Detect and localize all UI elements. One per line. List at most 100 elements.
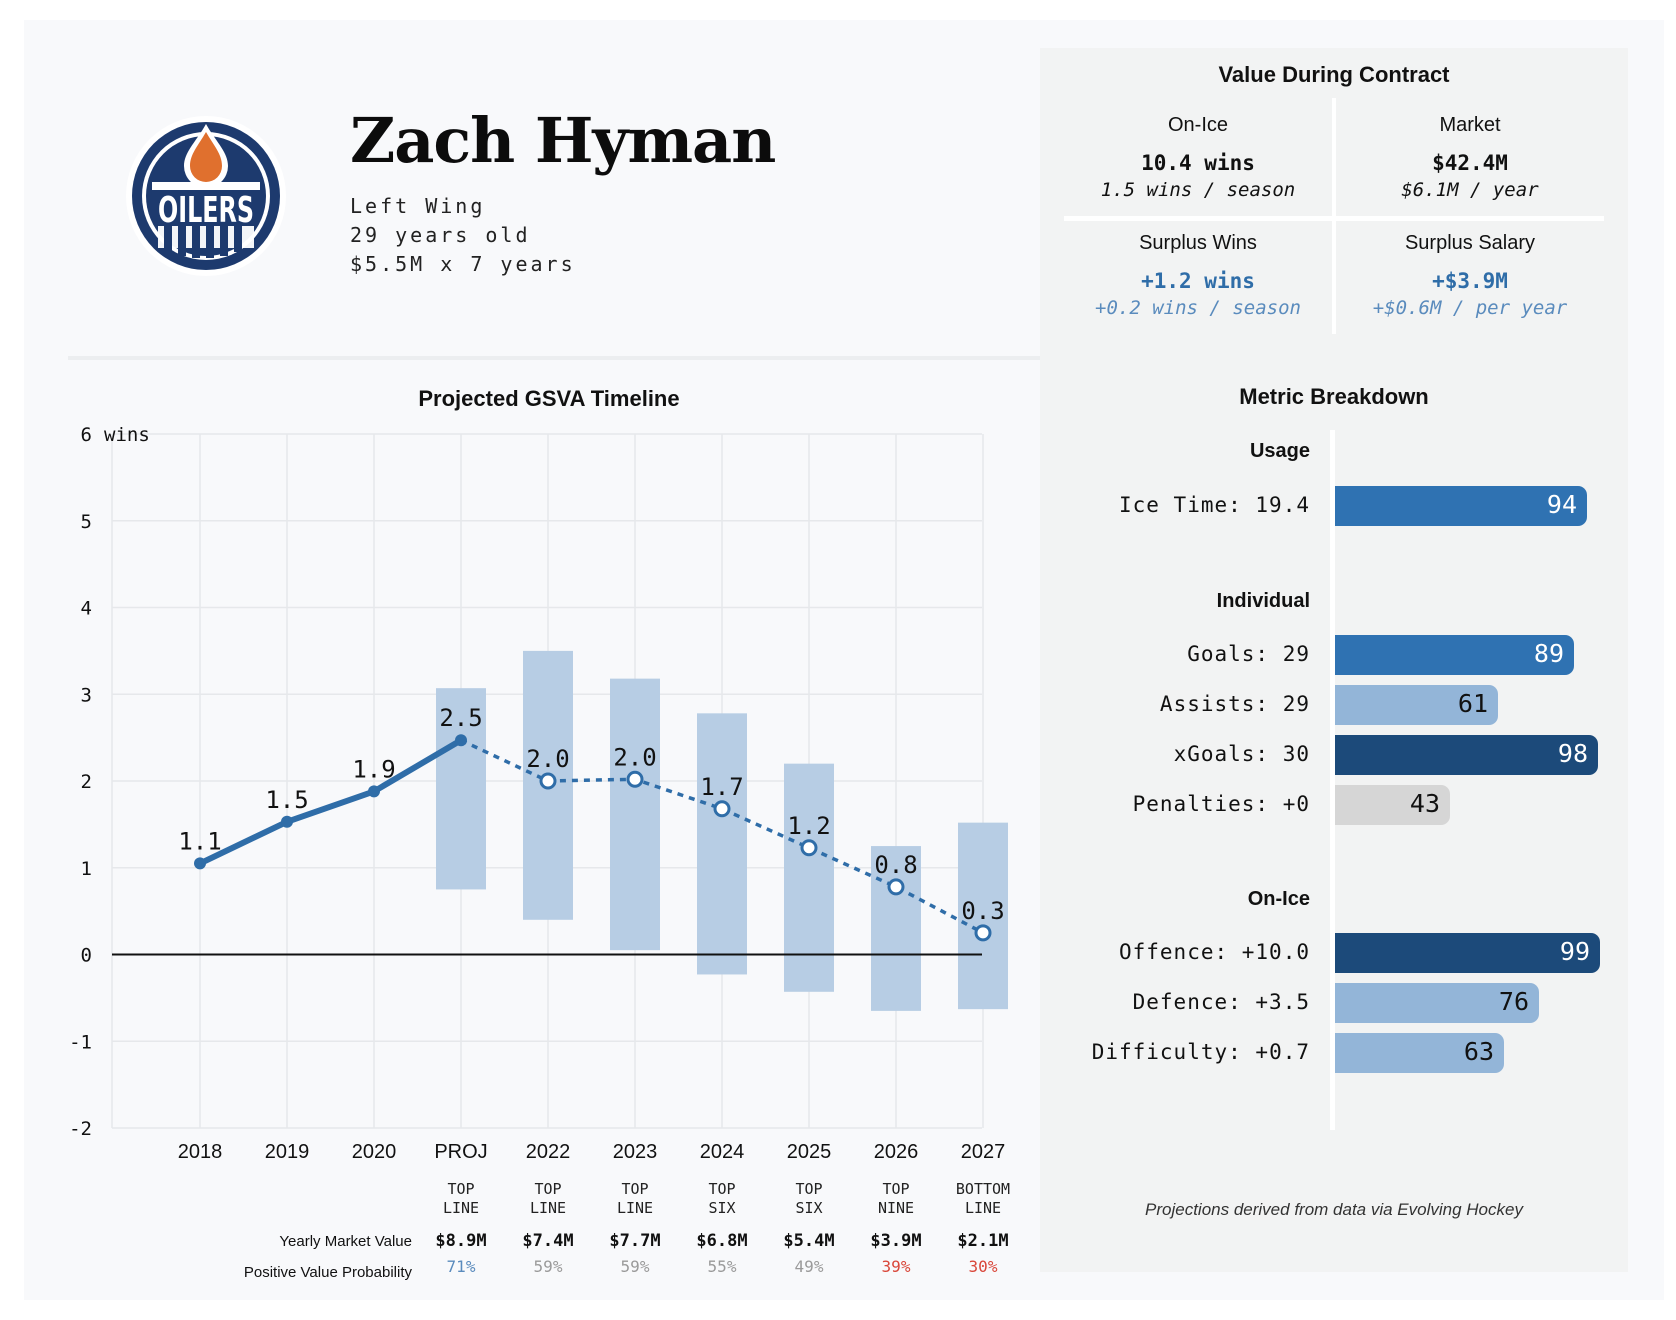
market-value: $3.9M [870,1231,921,1251]
metrics-axis-line [1330,430,1335,1130]
market-value: $5.4M [783,1231,834,1251]
metric-label: Assists: 29 [1159,692,1310,716]
y-tick-label: 2 [81,771,92,793]
metric-value: 43 [1409,789,1440,818]
contract-value-title: Value During Contract [1218,62,1450,87]
market-value-label: Yearly Market Value [279,1233,412,1250]
role-label-top: TOP [795,1180,822,1198]
projected-point [539,772,557,790]
role-label-bottom: LINE [965,1199,1001,1217]
surplus-wins-main: +1.2 wins [1141,269,1255,293]
x-tick-label: 2019 [265,1141,310,1163]
market-value: $8.9M [435,1231,486,1251]
market-value: $7.4M [522,1231,573,1251]
market-value: $6.8M [696,1231,747,1251]
x-tick-label: 2026 [874,1141,919,1163]
metric-bar [1335,933,1600,973]
data-label: 2.5 [439,704,482,732]
x-tick-label: 2022 [526,1141,571,1163]
role-label-top: TOP [882,1180,909,1198]
role-label-bottom: LINE [617,1199,653,1217]
metric-label: Ice Time: 19.4 [1118,493,1310,517]
metric-label: Goals: 29 [1187,642,1310,666]
on-ice-title: On-Ice [1167,114,1229,136]
projection-range-bar [958,822,1008,1010]
data-label: 0.8 [874,851,917,879]
data-label: 1.7 [700,773,743,801]
metric-group-title: Individual [1216,590,1310,612]
metric-value: 61 [1457,689,1488,718]
probability-value: 71% [447,1257,476,1276]
data-label: 1.9 [352,755,395,783]
historical-point [455,734,467,747]
projected-point [626,770,644,788]
metric-group-title: Usage [1249,440,1310,462]
x-tick-label: 2024 [700,1141,745,1163]
y-tick-label: 6 [81,424,92,446]
chart-title: Projected GSVA Timeline [418,386,680,411]
data-label: 1.2 [787,812,830,840]
probability-value: 55% [708,1257,737,1276]
contract-horizontal-divider [1064,216,1604,221]
projected-point [713,800,731,818]
metric-value: 94 [1546,490,1577,519]
metric-bar [1335,785,1450,825]
projection-range-bar [610,678,660,951]
y-tick-label: -2 [69,1118,92,1140]
player-age: 29 years old [350,223,531,247]
metric-group-title: On-Ice [1247,888,1310,910]
metric-label: Penalties: +0 [1132,792,1310,816]
y-tick-label: 4 [81,598,92,620]
data-label: 2.0 [526,745,569,773]
x-tick-label: 2025 [787,1141,832,1163]
projection-range-bar [784,763,834,992]
role-label-top: BOTTOM [956,1180,1010,1198]
historical-point [368,785,380,798]
metrics-title: Metric Breakdown [1239,384,1429,409]
header-divider [68,356,1040,360]
role-label-top: TOP [534,1180,561,1198]
metric-bar [1335,685,1498,725]
x-tick-label: PROJ [434,1141,487,1163]
historical-line [198,737,463,867]
y-tick-label: 1 [81,858,92,880]
surplus-wins-title: Surplus Wins [1139,232,1257,254]
role-label-top: TOP [447,1180,474,1198]
on-ice-sub: 1.5 wins / season [1100,179,1296,201]
x-tick-label: 2020 [352,1141,397,1163]
metric-bar [1335,1033,1504,1073]
probability-value: 59% [534,1257,563,1276]
metric-value: 89 [1533,639,1564,668]
metric-bar [1335,486,1587,526]
x-tick-label: 2018 [178,1141,223,1163]
data-label: 1.1 [178,827,221,855]
market-value: $7.7M [609,1231,660,1251]
x-tick-label: 2023 [613,1141,658,1163]
role-label-top: TOP [621,1180,648,1198]
projection-range-bar [697,713,747,975]
probability-value: 39% [882,1257,911,1276]
probability-value: 59% [621,1257,650,1276]
historical-point [194,857,206,870]
metric-value: 63 [1463,1037,1494,1066]
surplus-wins-sub: +0.2 wins / season [1095,297,1301,319]
probability-value: 30% [969,1257,998,1276]
y-tick-label: 5 [81,511,92,533]
projected-point [800,839,818,857]
player-name: Zach Hyman [350,104,776,177]
role-label-bottom: NINE [878,1199,914,1217]
y-unit-label: wins [104,424,150,446]
market-main: $42.4M [1432,151,1508,175]
metric-bar [1335,735,1598,775]
svg-text:OILERS: OILERS [158,190,254,231]
market-sub: $6.1M / year [1401,179,1539,201]
surplus-salary-title: Surplus Salary [1404,232,1536,254]
probability-label: Positive Value Probability [244,1264,413,1281]
surplus-salary-main: +$3.9M [1432,269,1508,293]
footnote: Projections derived from data via Evolvi… [1145,1200,1523,1219]
oilers-logo-icon: OILERS [126,116,286,276]
probability-value: 49% [795,1257,824,1276]
metric-value: 76 [1498,987,1529,1016]
role-label-bottom: SIX [795,1199,822,1217]
role-label-bottom: SIX [708,1199,735,1217]
